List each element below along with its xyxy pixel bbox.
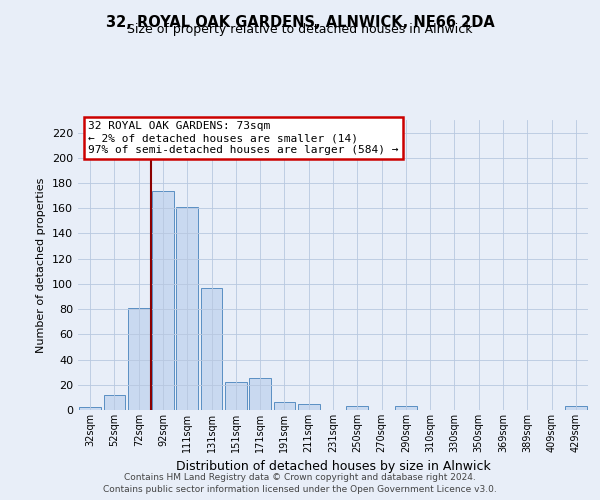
Text: 32, ROYAL OAK GARDENS, ALNWICK, NE66 2DA: 32, ROYAL OAK GARDENS, ALNWICK, NE66 2DA (106, 15, 494, 30)
Bar (104, 395, 125, 410)
Y-axis label: Number of detached properties: Number of detached properties (37, 178, 46, 352)
Bar (225, 382, 247, 410)
Bar (249, 378, 271, 410)
Bar (152, 190, 174, 410)
Bar (298, 404, 320, 410)
Text: Contains HM Land Registry data © Crown copyright and database right 2024.: Contains HM Land Registry data © Crown c… (124, 472, 476, 482)
Bar (565, 406, 587, 410)
Bar (346, 406, 368, 410)
Bar (395, 406, 417, 410)
Bar (176, 207, 198, 410)
Bar (200, 288, 223, 410)
X-axis label: Distribution of detached houses by size in Alnwick: Distribution of detached houses by size … (176, 460, 490, 473)
Bar (128, 308, 149, 410)
Text: Size of property relative to detached houses in Alnwick: Size of property relative to detached ho… (127, 22, 473, 36)
Text: Contains public sector information licensed under the Open Government Licence v3: Contains public sector information licen… (103, 485, 497, 494)
Bar (79, 408, 101, 410)
Bar (274, 402, 295, 410)
Text: 32 ROYAL OAK GARDENS: 73sqm
← 2% of detached houses are smaller (14)
97% of semi: 32 ROYAL OAK GARDENS: 73sqm ← 2% of deta… (88, 122, 398, 154)
